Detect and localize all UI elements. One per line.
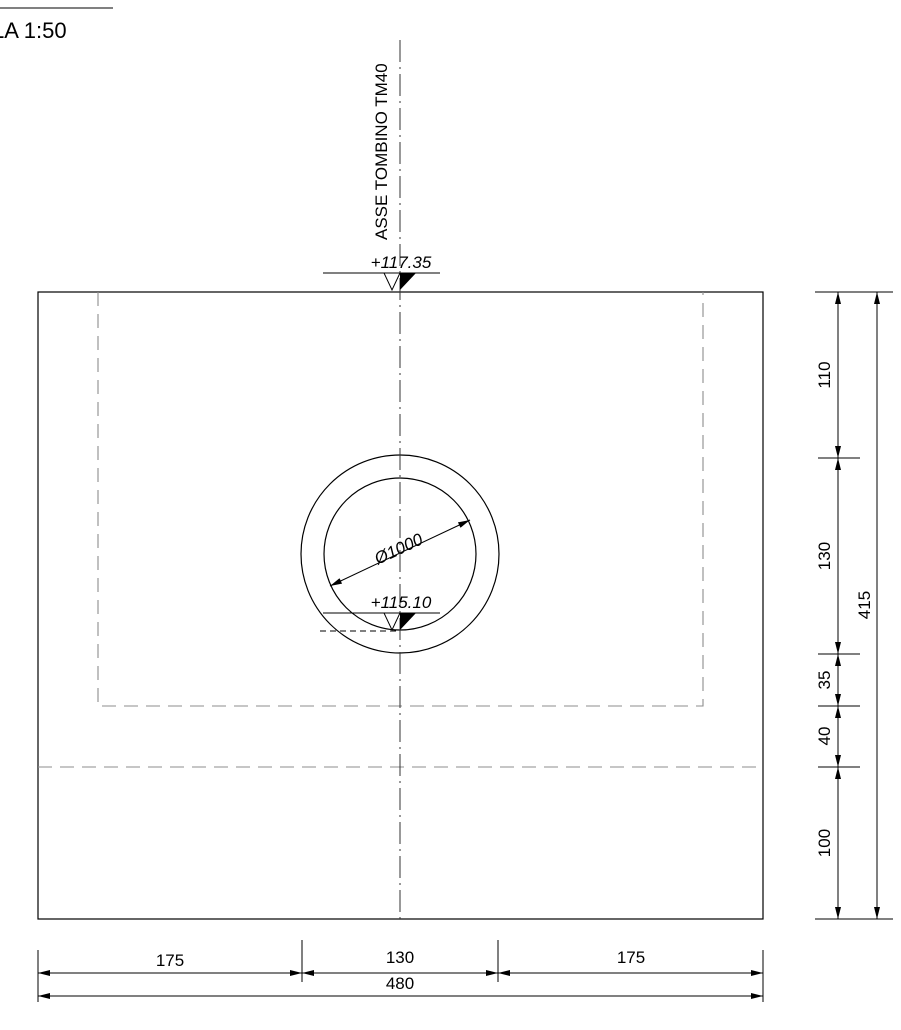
v-dim-label-40: 40	[815, 727, 834, 746]
vertical-dimensions: 110 130 35 40 100 415	[815, 291, 893, 920]
axis-label: ASSE TOMBINO TM40	[372, 63, 391, 240]
top-elevation-marker-filled	[400, 273, 416, 290]
v-dim-label-total: 415	[855, 591, 874, 619]
top-elevation-label: +117.35	[371, 253, 432, 272]
h-dim-label-total: 480	[386, 974, 414, 993]
invert-elevation-marker-filled	[400, 613, 416, 630]
h-dim-label-left: 175	[156, 951, 184, 970]
scale-title: LA 1:50	[0, 18, 67, 43]
h-dim-label-right: 175	[617, 948, 645, 967]
invert-elevation-marker-open	[383, 612, 401, 632]
v-dim-label-35: 35	[815, 671, 834, 690]
horizontal-dimensions: 175 130 175 480	[37, 940, 764, 1002]
top-elevation-marker-open	[383, 272, 401, 292]
v-dim-label-100: 100	[815, 829, 834, 857]
v-dim-label-130: 130	[815, 542, 834, 570]
v-dim-label-110: 110	[815, 361, 834, 388]
h-dim-label-middle: 130	[386, 948, 414, 967]
pipe-diameter-label: Ø1000	[371, 529, 427, 568]
invert-elevation-label: +115.10	[371, 593, 432, 612]
